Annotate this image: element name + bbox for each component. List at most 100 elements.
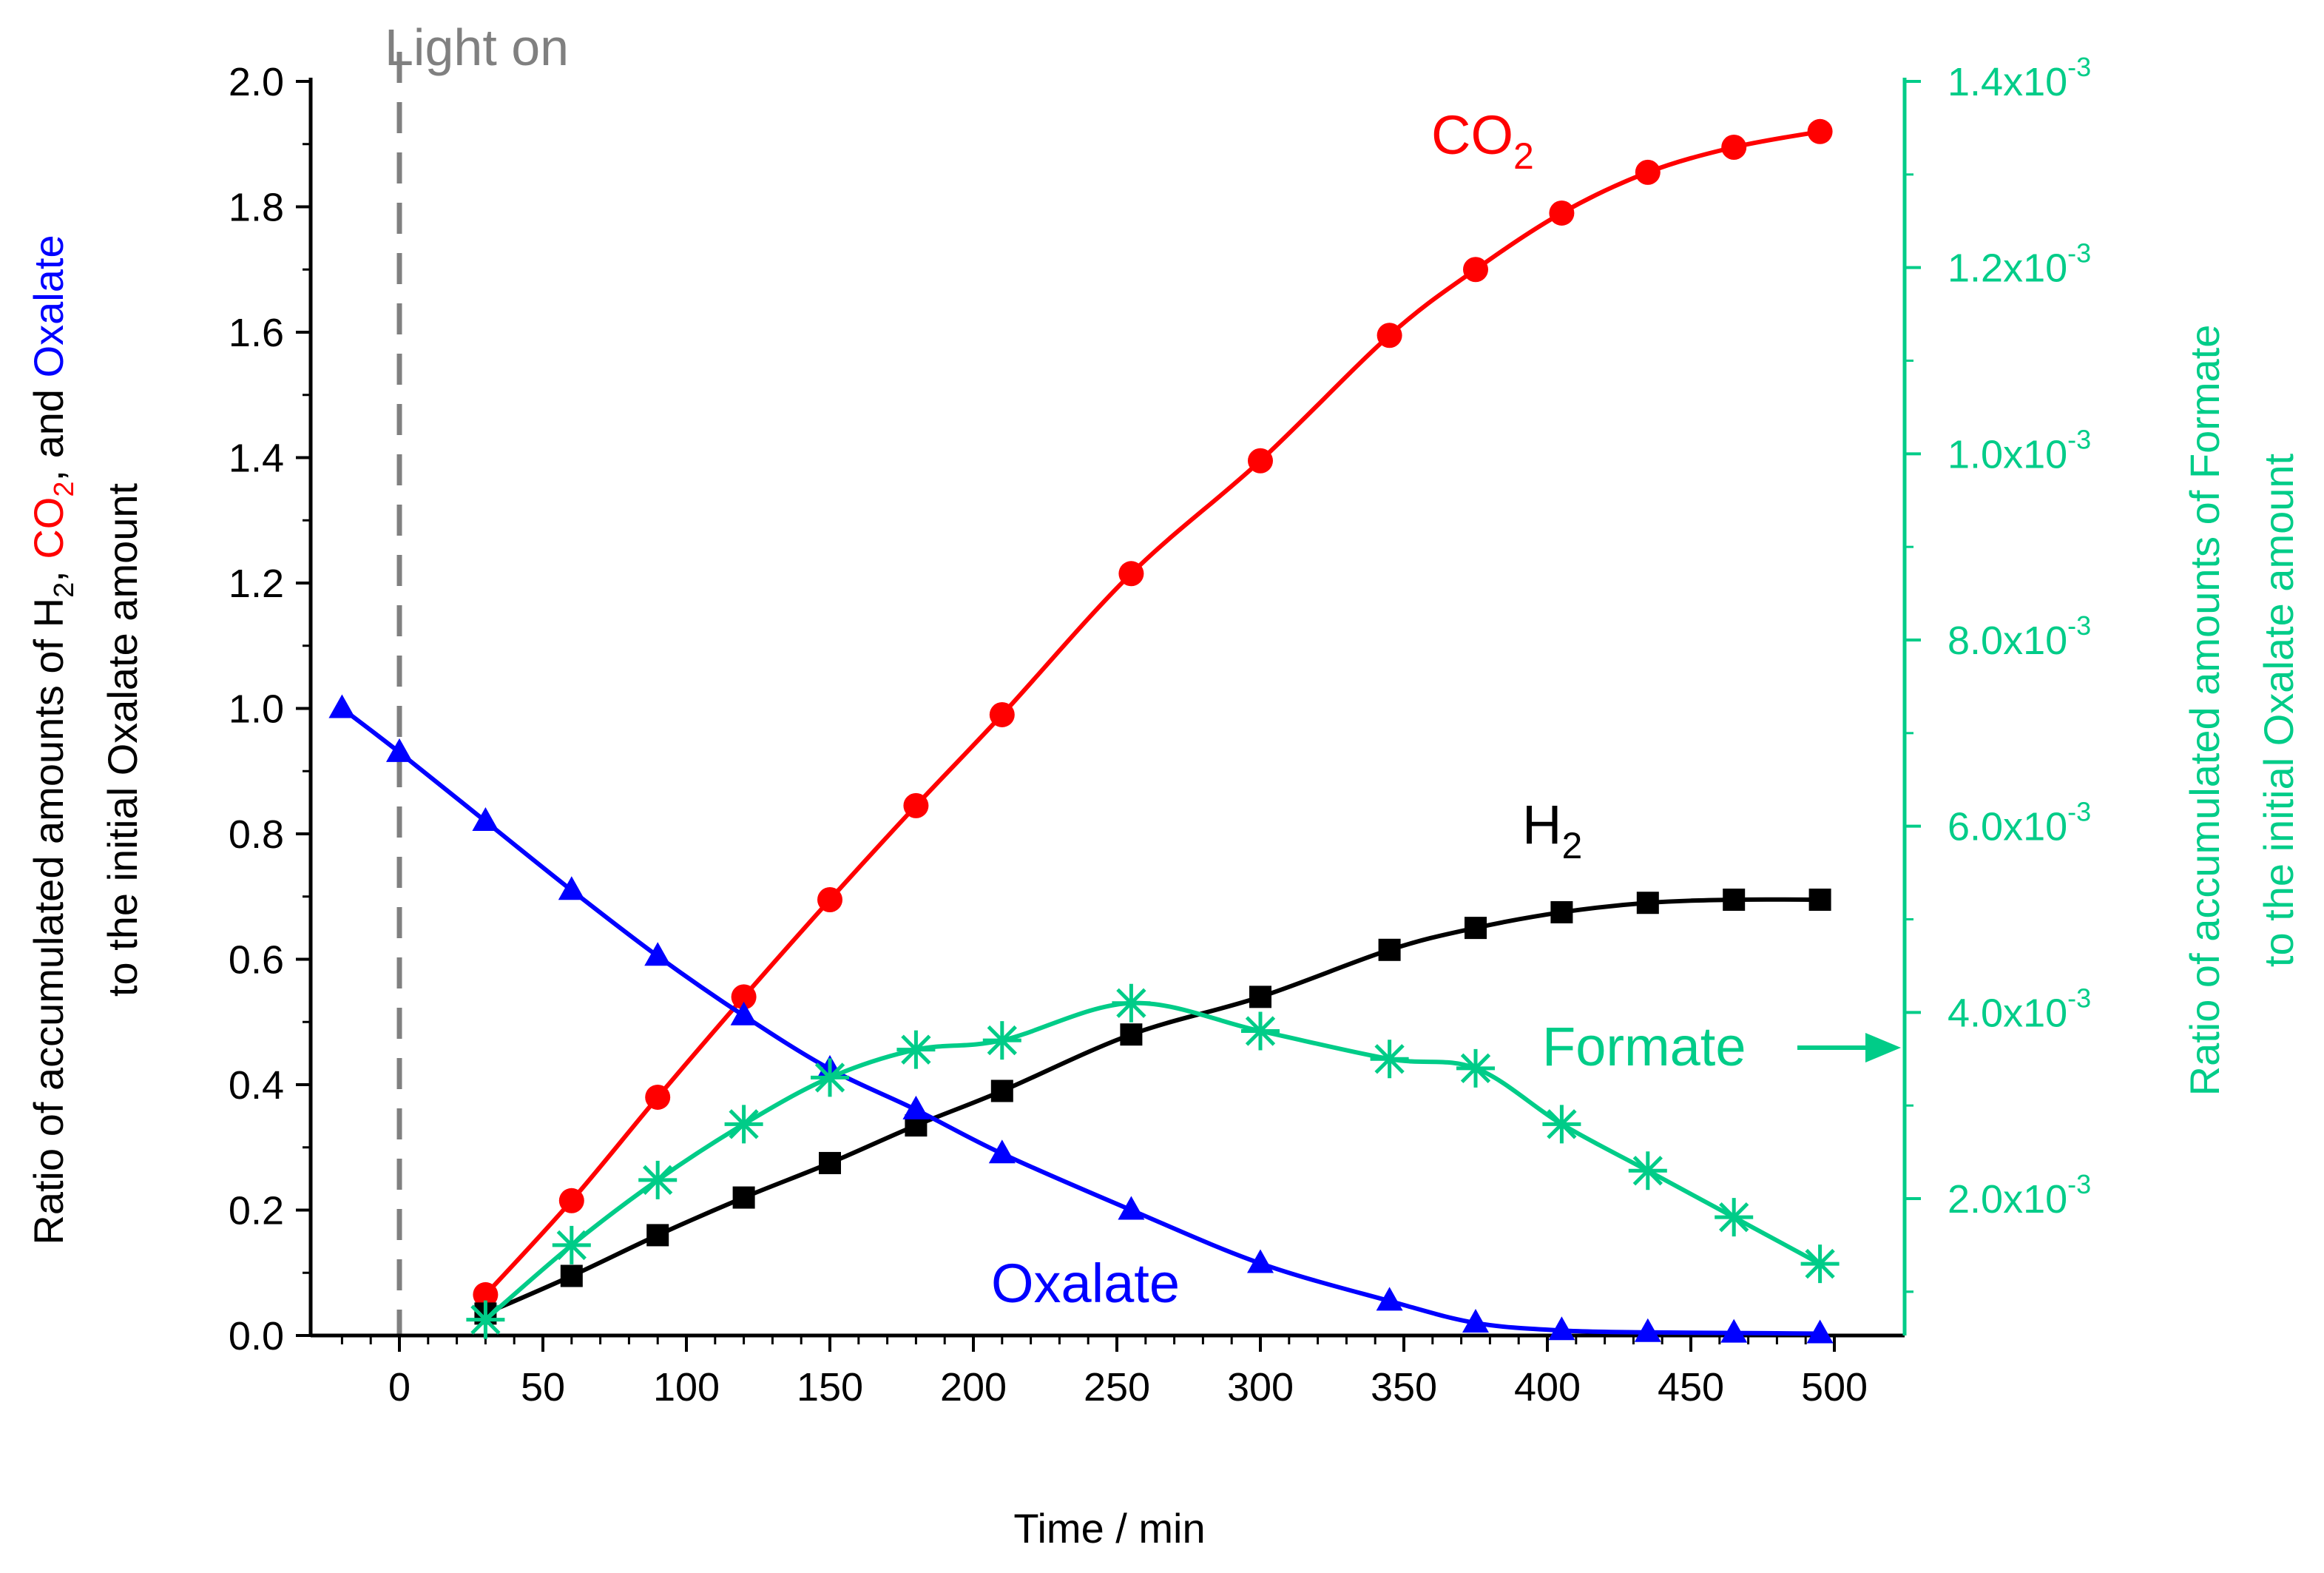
y-left-title-co2: CO [25,497,72,559]
h2-point [1120,1023,1143,1046]
oxalate-point [1376,1287,1403,1311]
formate-arrow-head [1865,1033,1901,1062]
axes-layer: 0.0 0.2 0.4 0.6 0.8 1.0 1.2 1.4 1.6 1.8 2.0 0 50 100 1… [229,52,2091,1409]
x-tick-label: 300 [1227,1365,1294,1409]
y-right-tick-base: x10 [2003,991,2067,1035]
oxalate-point [328,694,356,718]
h2-point [1249,986,1271,1008]
y-right-tick-exponent: -3 [2067,424,2091,454]
y-right-tick-mantissa: 8.0 [1948,619,2003,663]
formate-point [1241,1011,1280,1051]
formate-point [552,1225,591,1264]
formate-point [1628,1151,1667,1190]
y-left-tick-label: 0.2 [229,1189,284,1233]
x-tick-label: 250 [1084,1365,1150,1409]
y-right-tick-mantissa: 1.2 [1948,246,2003,291]
oxalate-point [1247,1249,1274,1273]
co2-point [473,1281,499,1307]
y-right-title-line1: Ratio of accumulated amounts of Formate [2181,325,2228,1097]
y-right-tick-exponent: -3 [2067,52,2091,82]
y-left-tick-label: 0.6 [229,938,284,983]
y-right-tick-base: x10 [2003,805,2067,849]
formate-point [1542,1105,1581,1144]
x-tick-label: 200 [940,1365,1007,1409]
y-right-tick-mantissa: 1.4 [1948,60,2003,104]
y-right-tick-base: x10 [2003,1177,2067,1222]
y-left-title-sep2: , and [25,377,72,481]
x-tick-label: 400 [1514,1365,1581,1409]
h2-series-label: H2 [1522,794,1582,866]
x-tick-label: 500 [1801,1365,1868,1409]
y-right-title: Ratio of accumulated amounts of Formate … [2181,325,2302,1097]
y-right-tick-label: 8.0x10-3 [1948,610,2091,663]
h2-point [1465,917,1487,940]
oxalate-point [644,942,672,966]
h2-series-label-sub: 2 [1561,825,1582,866]
h2-point [560,1264,583,1287]
oxalate-point [902,1095,930,1119]
co2-point [1377,323,1402,348]
y-left-tick-label: 0.4 [229,1063,284,1108]
x-tick-label: 450 [1658,1365,1724,1409]
co2-point [1463,257,1488,283]
y-right-tick-label: 1.2x10-3 [1948,238,2091,291]
h2-line [484,897,1820,1316]
y-left-title-sep1: , [25,559,72,582]
formate-point [896,1030,936,1069]
oxalate-series-label: Oxalate [991,1253,1180,1314]
h2-point [1550,900,1573,923]
formate-annotation: Formate [1542,1016,1901,1077]
co2-point [1721,134,1747,160]
light-on-label: Light on [385,18,569,76]
y-left-tick-label: 2.0 [229,60,284,104]
oxalate-point [1720,1318,1748,1343]
y-left-tick-label: 1.6 [229,311,284,355]
formate-point [1715,1198,1754,1237]
co2-line [484,129,1821,1296]
y-right-tick-mantissa: 4.0 [1948,991,2003,1035]
formate-series [466,983,1840,1339]
co2-point [1549,200,1575,226]
co2-series-label-sub: 2 [1513,135,1534,177]
co2-point [558,1188,584,1213]
oxalate-point [988,1139,1016,1164]
y-right-tick-label: 1.4x10-3 [1948,52,2091,104]
h2-point [990,1079,1013,1102]
h2-point [1378,938,1401,961]
oxalate-point [386,738,413,762]
oxalate-point [1634,1318,1661,1342]
co2-point [731,984,757,1010]
x-tick-label: 100 [653,1365,720,1409]
co2-point [903,792,929,818]
h2-point [1808,888,1831,911]
y-left-tick-label: 0.0 [229,1314,284,1358]
co2-series-label: CO2 [1431,104,1534,177]
series-layer [328,118,1840,1344]
oxalate-point [472,807,499,832]
grid-layer [311,52,1905,1337]
oxalate-series [328,694,1834,1344]
h2-point [1636,892,1659,915]
h2-point [1723,888,1746,911]
y-right-tick-exponent: -3 [2067,797,2091,827]
y-right-tick-mantissa: 2.0 [1948,1177,2003,1222]
x-tick-label: 50 [521,1365,565,1409]
co2-point [1635,159,1661,185]
formate-point [466,1300,505,1339]
y-right-tick-exponent: -3 [2067,1169,2091,1199]
formate-point [1456,1048,1495,1088]
co2-point [1118,561,1144,587]
y-right-tick-label: 4.0x10-3 [1948,983,2091,1035]
formate-series-label: Formate [1542,1016,1746,1077]
y-right-tick-base: x10 [2003,246,2067,291]
oxalate-point [1806,1319,1834,1344]
y-right-title-line2: to the initial Oxalate amount [2255,453,2302,967]
y-left-title-h2-sub: 2 [49,582,80,598]
y-right-tick-base: x10 [2003,619,2067,663]
y-right-tick-label: 1.0x10-3 [1948,424,2091,476]
co2-point [1248,448,1273,474]
y-right-tick-mantissa: 1.0 [1948,432,2003,476]
y-right-tick-label: 6.0x10-3 [1948,797,2091,849]
oxalate-point [1462,1309,1489,1333]
